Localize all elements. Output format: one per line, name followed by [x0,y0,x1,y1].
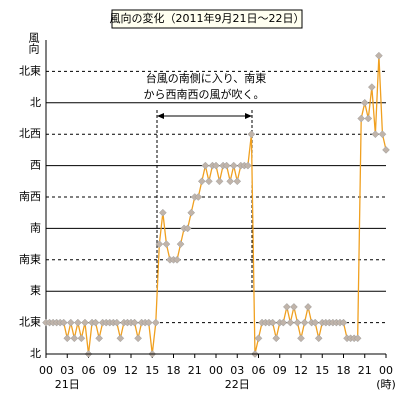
data-point [233,177,242,186]
x-tick-label: 00 [209,364,223,377]
data-point [162,240,171,248]
y-tick-label: 北 [30,96,41,109]
annotation: 台風の南側に入り、南東 [146,71,267,85]
x-tick-label: 12 [124,364,138,377]
data-point [159,208,167,217]
y-tick-label: 北東 [19,64,41,77]
data-point [226,177,235,186]
data-point [293,318,302,327]
y-axis-label: 風向 [27,32,40,54]
data-point [371,130,380,139]
data-point [201,161,210,170]
data-point [311,318,320,327]
data-point [183,224,192,233]
data-point [144,318,153,327]
y-tick-label: 北東 [19,316,41,329]
data-point [155,240,164,248]
data-point [279,318,288,327]
data-point [229,161,238,170]
grid [45,40,386,355]
x-tick-label: 03 [230,364,244,377]
x-tick-label: 09 [103,364,117,377]
data-point [173,255,181,264]
x-tick-label: 06 [82,364,96,377]
x-tick-label: 18 [337,364,351,377]
data-point [272,334,281,343]
x-axis-label: (時) [376,378,396,391]
data-point [244,161,252,170]
x-tick-label: 15 [145,364,159,377]
y-tick-label: 南西 [19,190,41,203]
x-tick-label: 09 [273,364,287,377]
data-point [215,177,224,186]
y-tick-label: 北 [30,347,41,360]
data-point [74,318,82,327]
data-point [116,334,125,343]
data-point [254,334,263,343]
data-point [375,51,383,60]
data-point [95,334,103,343]
data-point [66,318,75,327]
x-tick-label: 18 [167,364,181,377]
data-point [222,161,231,170]
data-point [314,334,323,343]
data-point [364,114,373,123]
data-point [282,303,291,311]
annotation: から西南西の風が吹く。 [144,87,265,101]
y-tick-label: 西 [30,159,41,172]
data-point [357,114,366,123]
data-point [197,177,206,186]
data-point [382,146,390,154]
data-point [367,83,376,91]
y-tick-label: 南東 [19,253,41,266]
data-point [290,303,298,311]
data-point [77,334,86,343]
x-tick-label: 21 [358,364,372,377]
data-point [176,240,185,248]
data-point [286,318,295,327]
x-tick-label: 00 [39,364,53,377]
data-point [268,318,277,327]
data-point [134,334,142,343]
data-point [304,303,312,311]
y-tick-label: 南 [30,221,41,234]
data-point [59,318,68,327]
data-point [81,318,89,327]
annotation-box [156,110,253,292]
x-tick-label: 21 [188,364,202,377]
title-box [111,9,303,29]
chart-title: 風向の変化（2011年9月21日～22日） [110,11,305,25]
data-point [353,334,362,343]
x-tick-label: 15 [315,364,329,377]
data-point [360,98,369,107]
data-point [130,318,139,327]
x-day-label: 22日 [225,378,250,391]
x-tick-label: 00 [379,364,393,377]
data-point [70,334,79,343]
data-point [205,177,213,186]
data-point [339,318,348,327]
x-tick-label: 12 [294,364,308,377]
data-point [91,318,100,327]
data-point [297,334,305,343]
data-point [151,318,160,327]
data-point [112,318,121,327]
data-point [194,193,203,201]
data-point [187,208,196,217]
x-tick-label: 06 [252,364,266,377]
data-point [212,161,220,170]
y-tick-label: 東 [30,284,41,297]
data-point [378,130,387,139]
data-point [63,334,72,343]
y-tick-label: 北西 [19,127,41,140]
x-tick-label: 03 [60,364,74,377]
x-day-label: 21日 [55,378,80,391]
data-point [300,318,309,327]
data-point [247,130,256,139]
